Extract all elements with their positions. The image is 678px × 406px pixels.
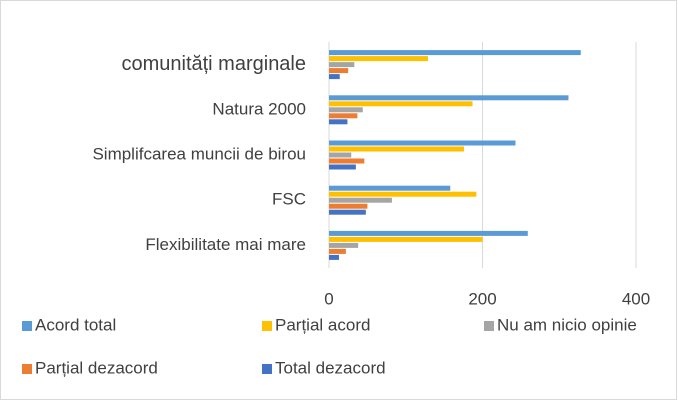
bar [329,62,355,68]
x-tick-label: 400 [622,289,650,308]
bar [329,158,365,164]
bar [329,185,451,191]
legend-label: Nu am nicio opinie [497,315,637,334]
bar [329,209,366,215]
legend-swatch [484,321,494,331]
y-tick-label: comunități marginale [121,53,306,75]
bar [329,50,581,56]
bar [329,248,346,254]
legend-label: Parțial dezacord [35,358,158,377]
bar [329,191,477,197]
bar [329,74,340,80]
bar [329,242,359,248]
bar [329,254,339,260]
x-tick-label: 0 [324,289,333,308]
legend-label: Acord total [35,315,116,334]
legend-label: Total dezacord [275,358,386,377]
bar [329,140,516,146]
bar [329,203,368,209]
y-tick-label: FSC [272,190,306,209]
legend-label: Parțial acord [275,315,370,334]
bar [329,95,569,101]
bar [329,107,363,113]
bar [329,146,465,152]
bar [329,236,483,242]
y-tick-label: Natura 2000 [212,99,306,118]
bar [329,164,356,170]
legend-swatch [262,321,272,331]
bar [329,152,352,158]
bar [329,68,349,74]
bar [329,56,429,62]
bar [329,230,528,236]
y-tick-label: Flexibilitate mai mare [145,235,306,254]
bar [329,113,358,119]
bar [329,197,392,203]
legend-swatch [262,364,272,374]
legend-swatch [22,364,32,374]
y-tick-label: Simplifcarea muncii de birou [92,144,306,163]
legend-swatch [22,321,32,331]
bar [329,101,473,107]
bar [329,119,348,125]
x-tick-label: 200 [468,289,496,308]
